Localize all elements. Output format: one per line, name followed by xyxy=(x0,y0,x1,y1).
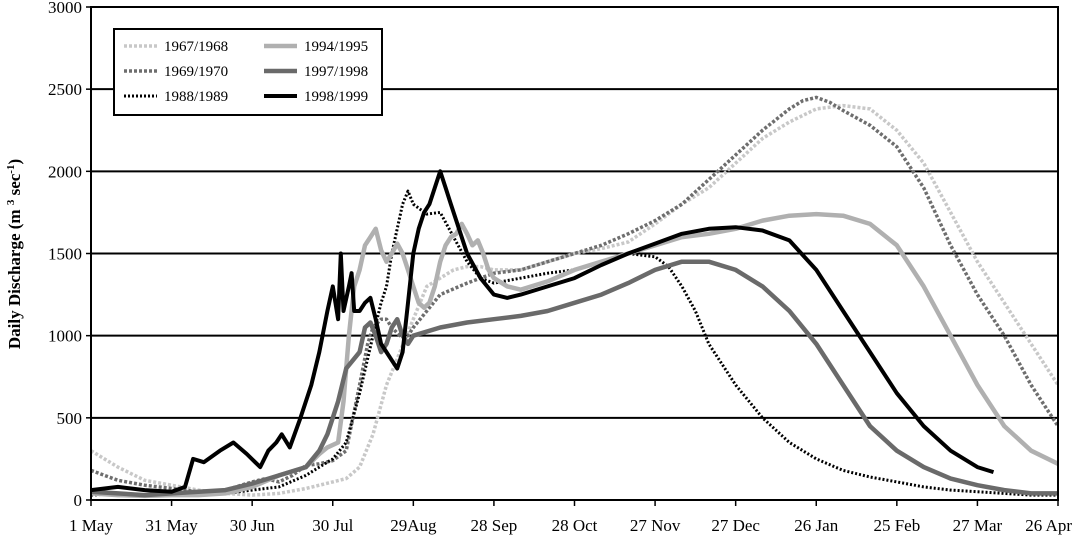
x-tick-label: 27 Dec xyxy=(711,516,760,535)
y-tick-label: 2000 xyxy=(48,162,82,181)
y-tick-label: 1500 xyxy=(48,245,82,264)
legend-label: 1967/1968 xyxy=(164,39,228,55)
y-axis-label-exp: 3 xyxy=(5,199,17,205)
y-axis-label-unit: sec xyxy=(5,173,24,199)
legend-label: 1997/1998 xyxy=(304,64,368,80)
y-tick-label: 500 xyxy=(57,409,83,428)
legend-label: 1969/1970 xyxy=(164,64,228,80)
series-line-1969-1970 xyxy=(90,95,1060,494)
series-layer xyxy=(90,95,1060,499)
y-axis-label-text: Daily Discharge (m xyxy=(5,205,24,349)
x-tick-label: 26 Jan xyxy=(794,516,838,535)
x-tick-label: 28 Oct xyxy=(552,516,598,535)
y-tick-label: 1000 xyxy=(48,327,82,346)
y-axis-label-close: ) xyxy=(5,159,24,165)
x-axis-ticks: 1 May 31 May 30 Jun 30 Jul 29Aug 28 Sep 28 Oct… xyxy=(69,500,1072,535)
x-tick-label: 27 Nov xyxy=(630,516,681,535)
legend-box xyxy=(113,28,383,116)
legend-label: 1988/1989 xyxy=(164,89,228,105)
y-tick-label: 0 xyxy=(74,491,83,510)
x-tick-label: 28 Sep xyxy=(471,516,518,535)
x-tick-label: 29Aug xyxy=(390,516,437,535)
x-tick-label: 1 May xyxy=(69,516,113,535)
y-axis-label-exp: -1 xyxy=(5,165,17,174)
legend-label: 1994/1995 xyxy=(304,39,368,55)
legend-label: 1998/1999 xyxy=(304,89,368,105)
legend: 1967/1968 1969/1970 1988/1989 1994/1995 1997… xyxy=(113,28,383,116)
x-tick-label: 30 Jun xyxy=(230,516,275,535)
x-tick-label: 26 Apr xyxy=(1025,516,1072,535)
x-tick-label: 25 Feb xyxy=(873,516,920,535)
y-axis-ticks: 0 500 1000 1500 2000 2500 3000 xyxy=(48,0,91,510)
x-tick-label: 31 May xyxy=(145,516,198,535)
series-line-1994-1995 xyxy=(90,211,1059,499)
y-tick-label: 3000 xyxy=(48,0,82,17)
series-line-1988-1989 xyxy=(90,189,1058,497)
y-tick-label: 2500 xyxy=(48,80,82,99)
x-tick-label: 30 Jul xyxy=(312,516,353,535)
series-line-1967-1968 xyxy=(90,103,1060,497)
y-axis-label: Daily Discharge (m 3 sec-1) xyxy=(5,159,24,349)
series-line-1997-1998 xyxy=(90,259,1058,498)
x-tick-label: 27 Mar xyxy=(953,516,1003,535)
series-line-1998-1999 xyxy=(90,169,995,494)
